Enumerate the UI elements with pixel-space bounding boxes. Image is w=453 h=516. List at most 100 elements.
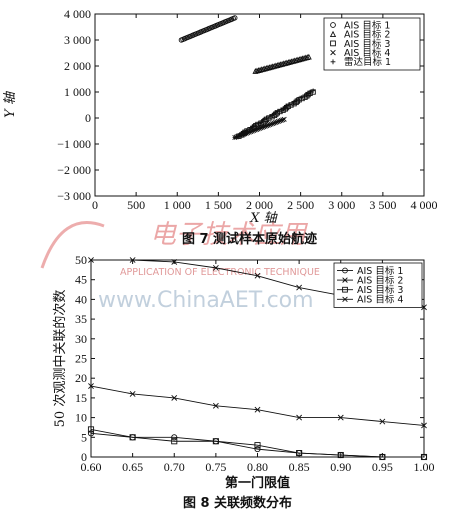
chart-1-point-s1-34-shape bbox=[232, 15, 238, 21]
chart-1-point-s3-29 bbox=[299, 95, 305, 102]
chart-2-xtick-label: 0.90 bbox=[330, 460, 351, 474]
chart-1-point-s4-34-b bbox=[281, 116, 287, 122]
chart-1-point-s4-33 bbox=[280, 117, 286, 123]
chart-1-ylabel: Y 轴 bbox=[3, 90, 18, 118]
chart-1-point-s4-17 bbox=[256, 125, 263, 131]
chart-1-legend-marker-3-shape bbox=[330, 40, 336, 47]
chart-2-point-s4-4-b bbox=[254, 406, 261, 413]
chart-1-ytick-label: −3 000 bbox=[57, 189, 91, 203]
watermark-journal-cn: 电子技术应用 bbox=[150, 220, 309, 250]
chart-2-point-s3-3-shape bbox=[212, 438, 219, 445]
chart-1-legend-label-1: AIS 目标 1 bbox=[344, 19, 390, 31]
chart-2-point-s4-8 bbox=[421, 422, 427, 429]
chart-2-point-s2-1-b bbox=[129, 257, 136, 263]
chart-2-point-s3-2 bbox=[171, 438, 178, 445]
chart-2-point-s3-3 bbox=[212, 438, 219, 445]
chart-1-point-s5-28 bbox=[296, 96, 301, 102]
chart-1-legend-marker-3 bbox=[330, 40, 336, 47]
chart-2-point-s2-2-b bbox=[171, 259, 178, 265]
chart-2-xlabel: 第一门限值 bbox=[225, 475, 290, 491]
chart-2-ytick-label: 10 bbox=[75, 411, 87, 425]
chart-1-point-s5-20 bbox=[279, 107, 284, 113]
chart-1-point-s5-10 bbox=[255, 121, 261, 126]
chart-1: 0 500 1 000 1 500 2 000 2 500 3 000 3 500 4 000 4… bbox=[3, 7, 438, 247]
chart-2-point-s3-2-shape bbox=[171, 438, 178, 445]
chart-2-point-s3-7 bbox=[379, 453, 386, 461]
chart-1-series-1 bbox=[178, 15, 238, 43]
chart-2-point-s4-4 bbox=[254, 406, 261, 413]
chart-1-point-s4-20-b bbox=[261, 124, 267, 130]
chart-1-point-s4-21 bbox=[262, 123, 268, 129]
chart-1-point-s5-8 bbox=[250, 124, 255, 129]
chart-1-point-s4-34 bbox=[281, 116, 287, 122]
chart-1-point-s4-23 bbox=[265, 122, 271, 128]
chart-2-line-3 bbox=[90, 428, 424, 458]
chart-2-point-s1-2 bbox=[171, 434, 178, 441]
chart-1-point-s3-29-shape bbox=[299, 95, 305, 102]
chart-2-legend-label-1: AIS 目标 1 bbox=[357, 265, 403, 277]
chart-2-ytick-label: 45 bbox=[75, 273, 87, 287]
chart-2-xtick-label: 0.75 bbox=[205, 460, 226, 474]
chart-2-legend-label-4: AIS 目标 4 bbox=[357, 294, 403, 306]
chart-1-point-s5-9 bbox=[252, 122, 258, 128]
chart-1-point-s4-24-b bbox=[267, 122, 273, 128]
chart-1-point-s3-28 bbox=[296, 97, 302, 103]
chart-2-point-s4-7-b bbox=[379, 418, 386, 425]
chart-2-legend-marker-3 bbox=[342, 286, 348, 293]
chart-1-point-s1-34 bbox=[232, 15, 238, 21]
chart-2-point-s4-3 bbox=[212, 402, 219, 409]
chart-1-point-s4-14 bbox=[252, 127, 258, 133]
chart-2-xtick-label: 0.85 bbox=[289, 460, 310, 474]
chart-1-point-s4-16 bbox=[255, 126, 261, 132]
chart-1-caption: 图 7 测试样本原始航迹 bbox=[182, 231, 317, 247]
chart-1-point-s5-33 bbox=[307, 89, 313, 95]
chart-2: 0.60 0.65 0.70 0.75 0.80 0.85 0.90 0.95 1.005045… bbox=[52, 253, 435, 511]
chart-1-legend-label-4: AIS 目标 4 bbox=[344, 47, 390, 59]
chart-2-point-s4-1 bbox=[129, 391, 136, 397]
chart-1-ytick-label: −1 000 bbox=[57, 137, 91, 151]
chart-1-point-s4-6-b bbox=[241, 131, 247, 137]
chart-2-point-s2-8-b bbox=[421, 304, 427, 311]
chart-1-legend-marker-2-shape bbox=[329, 30, 337, 38]
chart-2-point-s3-8 bbox=[420, 453, 428, 461]
chart-2-ylabel: 50 次观测中关联的次数 bbox=[52, 290, 68, 428]
chart-2-ytick-label: 30 bbox=[75, 332, 87, 346]
chart-2-xtick-label: 0.60 bbox=[81, 460, 102, 474]
chart-2-line-4 bbox=[90, 385, 425, 426]
chart-1-xtick-label: 500 bbox=[127, 198, 145, 212]
watermark-url: www.ChinaAET.com bbox=[98, 288, 314, 313]
chart-1-point-s4-8-b bbox=[243, 130, 249, 136]
chart-2-legend-marker-2 bbox=[342, 277, 348, 283]
chart-1-point-s4-25-b bbox=[268, 121, 274, 127]
chart-2-ytick-label: 20 bbox=[75, 371, 87, 385]
chart-2-point-s4-2 bbox=[171, 394, 178, 401]
chart-1-xtick-label: 4 000 bbox=[411, 198, 438, 212]
chart-1-xtick-label: 2 500 bbox=[287, 198, 314, 212]
chart-1-point-s5-23 bbox=[284, 103, 290, 109]
chart-1-legend-box bbox=[323, 17, 421, 71]
chart-2-legend-label-2: AIS 目标 2 bbox=[357, 275, 403, 287]
chart-1-legend-label-2: AIS 目标 2 bbox=[344, 29, 390, 41]
chart-2-point-s1-4 bbox=[254, 446, 261, 453]
chart-1-legend-label-3: AIS 目标 3 bbox=[344, 38, 390, 50]
chart-2-point-s3-7-shape bbox=[379, 453, 386, 461]
chart-2-point-s2-4-b bbox=[254, 272, 261, 279]
chart-1-point-s4-29 bbox=[274, 119, 280, 125]
chart-1-ytick-label: −2 000 bbox=[57, 163, 91, 177]
chart-1-point-s2-34-shape bbox=[305, 53, 312, 60]
chart-1-point-s4-27 bbox=[271, 120, 277, 126]
chart-1-point-s5-14 bbox=[264, 116, 269, 121]
chart-1-point-s4-28-b bbox=[272, 119, 278, 126]
chart-1-xtick-label: 1 000 bbox=[164, 198, 191, 212]
chart-2-ytick-label: 0 bbox=[81, 450, 87, 464]
chart-2-ytick-label: 40 bbox=[75, 292, 87, 306]
chart-1-point-s5-5 bbox=[244, 128, 249, 133]
chart-2-point-s3-1-shape bbox=[129, 434, 136, 441]
chart-2-legend-label-3: AIS 目标 3 bbox=[357, 284, 403, 296]
chart-2-point-s3-5-shape bbox=[296, 450, 303, 457]
chart-1-xtick-label: 2 000 bbox=[246, 198, 273, 212]
chart-1-xlabel: X 轴 bbox=[249, 211, 278, 226]
chart-1-point-s4-22-b bbox=[264, 123, 270, 129]
chart-2-point-s2-3 bbox=[212, 264, 219, 271]
chart-2-point-s4-5-b bbox=[296, 414, 303, 421]
